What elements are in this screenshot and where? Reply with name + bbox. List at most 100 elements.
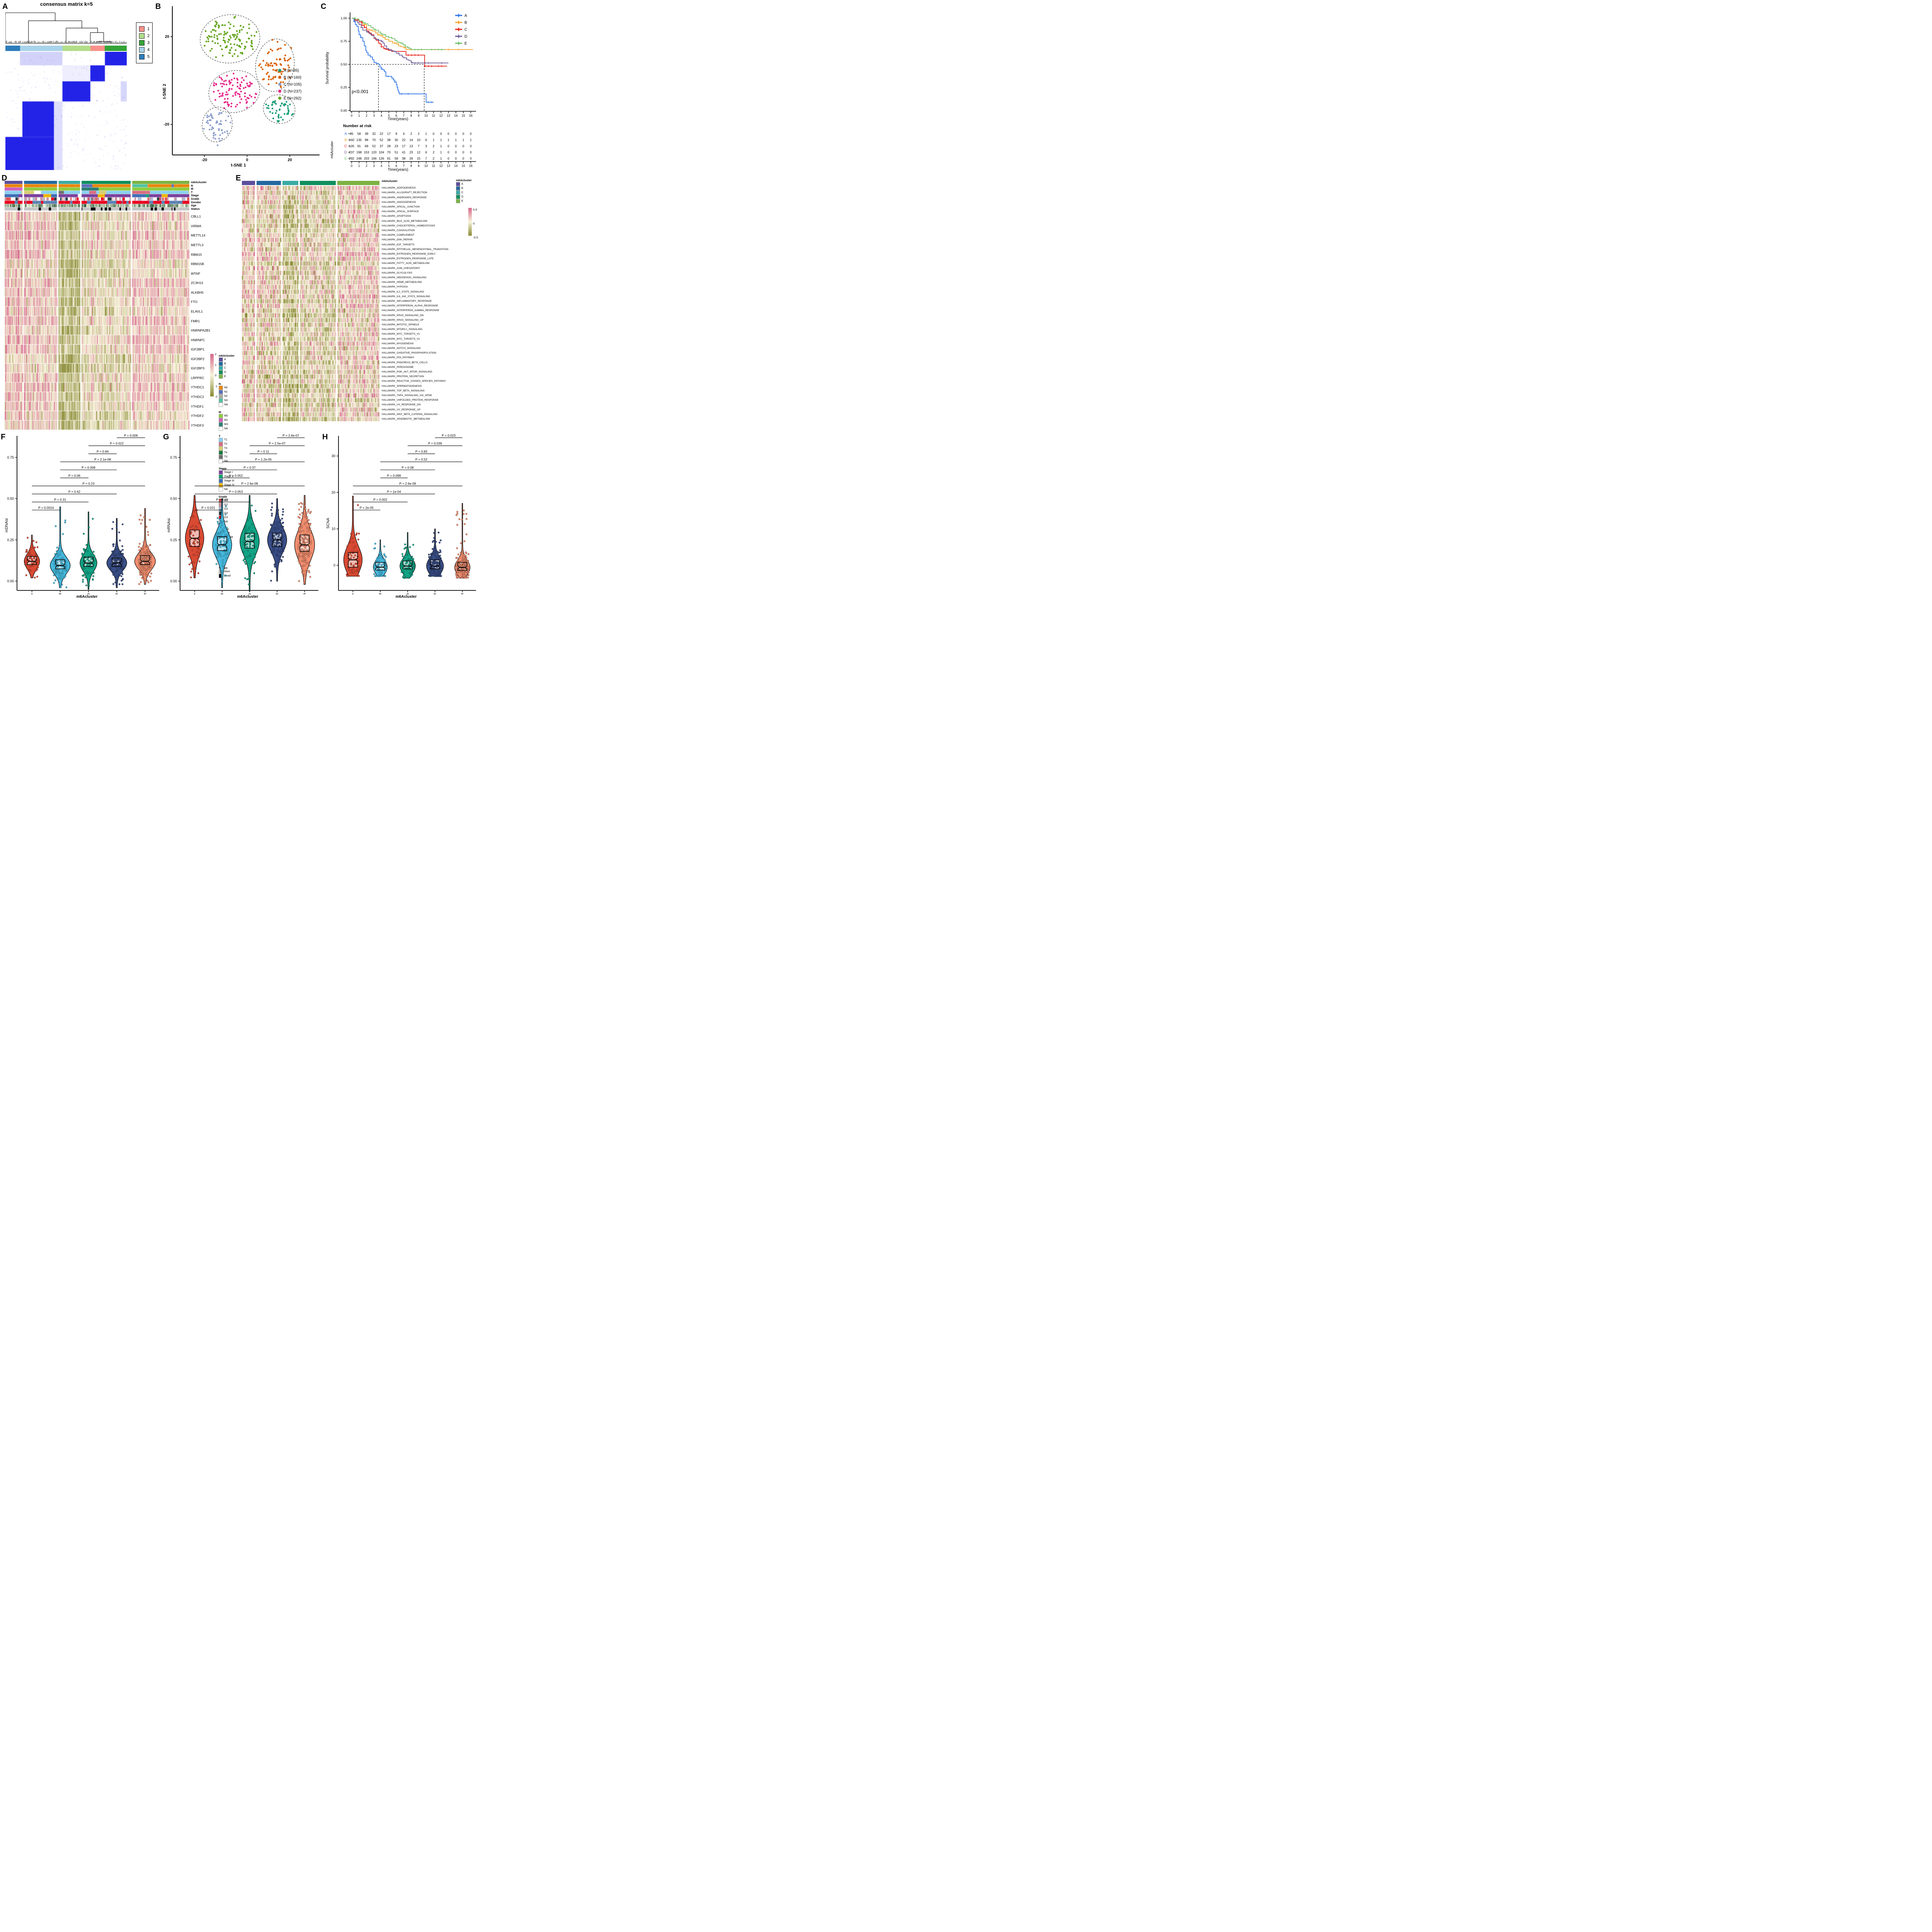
x-category-label: A [31,593,33,594]
risk-x-tick-label: 11 [432,164,435,168]
panel-letter-h: H [322,433,328,441]
scatter-point [208,35,210,37]
scatter-point [206,121,208,123]
jitter-point [36,568,38,571]
p-value-label: P = 0.008 [82,466,95,469]
legend-swatch [456,190,460,195]
jitter-point [140,522,142,525]
jitter-point [401,555,404,557]
jitter-point [139,571,141,574]
legend-swatch [139,40,145,46]
scatter-point [231,55,234,57]
legend-label: 1 [147,27,150,31]
jitter-point [384,570,387,573]
jitter-point [92,575,95,577]
jitter-point [246,543,248,545]
scatter-point [237,55,239,57]
jitter-point [118,554,121,556]
jitter-point [278,555,280,557]
jitter-point [215,533,218,536]
track-label-T: T [191,190,193,194]
box-outline [83,557,94,567]
risk-count: 51 [395,151,398,154]
jitter-point [246,546,248,548]
jitter-point [301,566,303,569]
scatter-point [247,97,248,99]
scatter-point [239,88,241,90]
jitter-point [432,563,435,565]
jitter-point [457,570,459,573]
scatter-point [262,68,264,70]
legend-label: NX [224,399,228,402]
jitter-point [188,563,190,566]
x-tick-label: 3 [373,114,375,117]
jitter-point [115,564,117,566]
scatter-point [217,43,219,44]
jitter-point [60,586,62,588]
scatter-point [230,23,231,26]
risk-count: 13 [410,145,413,148]
jitter-point [250,530,253,532]
jitter-point [83,567,85,569]
jitter-point [304,522,306,524]
jitter-point [458,518,461,520]
jitter-point [242,559,245,561]
legend-item: T4 [219,451,236,455]
legend-item: C [219,366,236,370]
jitter-point [405,546,407,549]
risk-count: 1 [455,138,457,142]
jitter-point [403,557,406,560]
jitter-point [279,519,282,521]
pathway-label: HALLMARK_UV_RESPONSE_UP [382,408,421,411]
scatter-point [222,95,224,97]
jitter-point [199,537,201,539]
scatter-point [252,102,255,104]
legend-item: B [219,362,236,366]
jitter-point [145,562,148,565]
jitter-point [54,568,56,571]
jitter-point [249,543,252,545]
jitter-point [298,509,300,511]
jitter-point [433,546,435,548]
jitter-point [463,540,466,543]
p-value-label: P = 2e-05 [360,506,374,510]
jitter-point [112,572,115,575]
y-tick-label: 0.00 [7,579,14,583]
risk-x-tick-label: 14 [454,164,457,168]
risk-x-tick-label: 9 [418,164,420,168]
scatter-point [281,103,283,105]
jitter-point [90,558,92,560]
jitter-point [461,577,463,579]
jitter-point [271,515,273,517]
jitter-point [83,574,85,576]
jitter-point [350,554,353,557]
pathway-label: HALLMARK_P53_PATHWAY [382,356,415,359]
scatter-point [238,31,241,33]
legend-label: 4 [147,48,150,52]
jitter-point [380,564,383,566]
x-category-label: E [461,593,464,594]
violin-E [134,508,156,585]
jitter-point [190,576,192,578]
jitter-point [467,577,469,579]
scatter-point [240,90,242,93]
jitter-point [278,561,281,563]
jitter-point [220,532,222,535]
jitter-point [378,563,380,566]
legend-item: NA [219,427,236,431]
jitter-point [437,555,440,557]
violin-D [106,518,127,588]
scatter-point [225,119,227,122]
legend-item: Stage II [219,474,236,479]
p-value-label: P = 2.6e-07 [282,434,299,437]
pathway-label: HALLMARK_UNFOLDED_PROTEIN_RESPONSE [382,399,439,402]
jitter-point [198,556,200,558]
jitter-point [461,575,463,577]
scatter-point [250,83,252,85]
jitter-point [377,575,379,577]
jitter-point [118,531,120,534]
scatter-point [246,32,248,34]
jitter-point [400,561,403,563]
jitter-point [301,568,303,571]
scatter-point [274,69,276,71]
